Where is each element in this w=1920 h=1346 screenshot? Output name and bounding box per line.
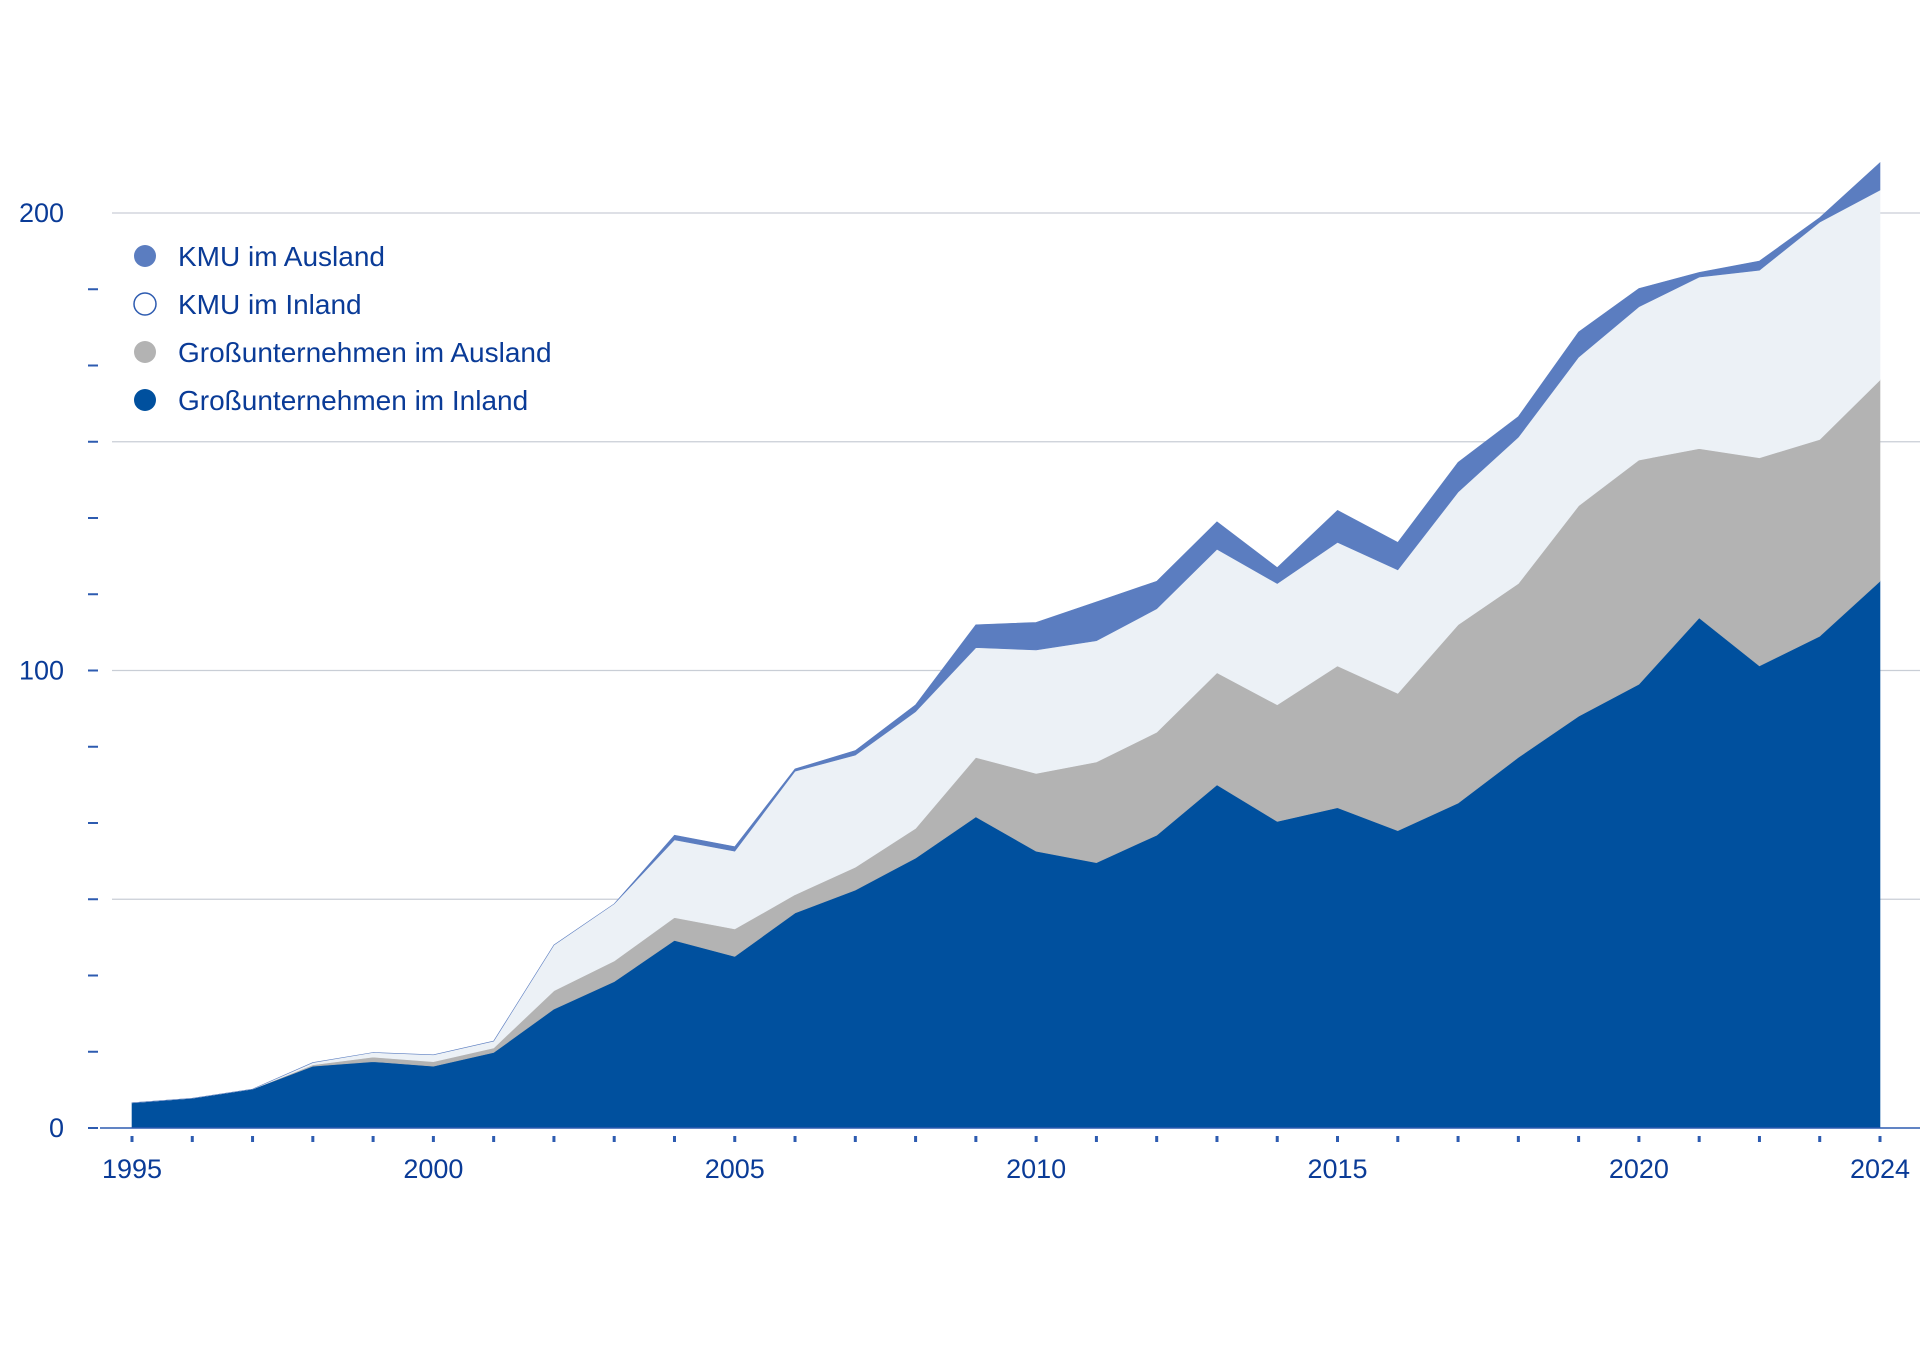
x-tick-labels: 1995 2000 2005 2010 2015 2020 2024 — [102, 1154, 1910, 1184]
x-tick-label: 1995 — [102, 1154, 162, 1184]
x-tick-label: 2000 — [403, 1154, 463, 1184]
y-tick-label: 0 — [49, 1113, 64, 1143]
legend-label: Großunternehmen im Inland — [178, 385, 528, 416]
y-tick-label: 100 — [19, 656, 64, 686]
y-tick-label: 200 — [19, 198, 64, 228]
legend-swatch — [134, 245, 156, 267]
legend-label: Großunternehmen im Ausland — [178, 337, 552, 368]
legend-swatch — [133, 292, 157, 316]
x-tick-label: 2020 — [1609, 1154, 1669, 1184]
legend-label: KMU im Inland — [178, 289, 362, 320]
area-series — [131, 162, 1881, 1129]
area-kmu-im-ausland — [131, 162, 1881, 1104]
legend-swatch — [134, 341, 156, 363]
axes — [88, 288, 1920, 1142]
x-tick-label: 2005 — [705, 1154, 765, 1184]
legend: KMU im Ausland KMU im Inland Großunternehm… — [133, 241, 552, 416]
x-tick-label: 2015 — [1307, 1154, 1367, 1184]
legend-label: KMU im Ausland — [178, 241, 385, 272]
x-tick-label: 2024 — [1850, 1154, 1910, 1184]
x-tick-label: 2010 — [1006, 1154, 1066, 1184]
y-tick-labels: 0 100 200 — [19, 198, 64, 1143]
legend-swatch — [134, 389, 156, 411]
